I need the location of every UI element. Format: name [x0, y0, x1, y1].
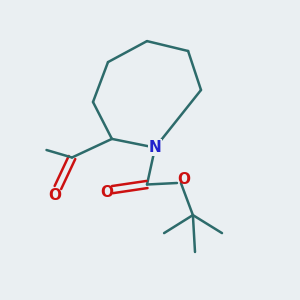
Text: O: O: [177, 172, 190, 188]
Text: O: O: [48, 188, 61, 203]
Text: O: O: [100, 185, 113, 200]
Text: N: N: [149, 140, 161, 155]
